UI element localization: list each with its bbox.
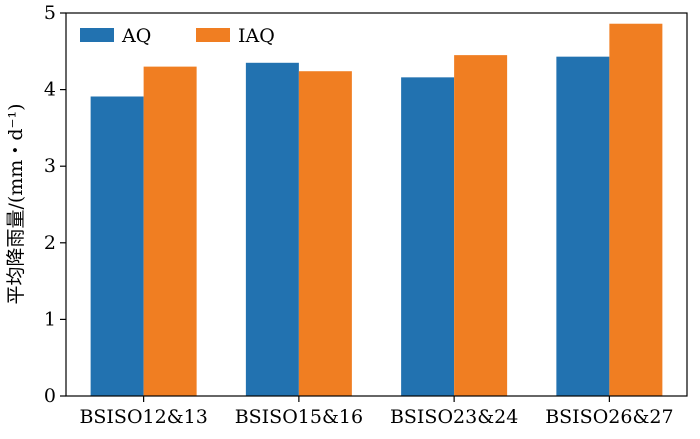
x-tick-label: BSISO23&24 xyxy=(390,406,518,428)
bar-iaq-2 xyxy=(298,71,352,396)
y-axis-label: 平均降雨量/(mm・d⁻¹) xyxy=(5,103,27,304)
bar-iaq-1 xyxy=(143,66,197,397)
bar-aq-2 xyxy=(245,62,299,396)
bar-aq-3 xyxy=(401,77,455,397)
legend-swatch-aq xyxy=(80,28,114,42)
legend-label-aq: AQ xyxy=(121,25,151,47)
bar-aq-1 xyxy=(90,96,144,396)
bar-aq-4 xyxy=(556,56,610,397)
y-tick-label: 4 xyxy=(44,79,56,101)
y-tick-label: 3 xyxy=(44,155,56,177)
y-tick-label: 0 xyxy=(44,385,56,407)
y-tick-label: 5 xyxy=(44,2,56,24)
y-tick-label: 1 xyxy=(44,308,56,330)
x-axis: BSISO12&13 BSISO15&16 BSISO23&24 BSISO26&27 xyxy=(79,396,674,428)
legend-swatch-iaq xyxy=(196,28,230,42)
y-tick-label: 2 xyxy=(44,232,56,254)
legend-label-iaq: IAQ xyxy=(238,25,275,47)
bars-group xyxy=(90,23,663,397)
y-axis: 0 1 2 3 4 5 xyxy=(44,2,66,407)
x-tick-label: BSISO26&27 xyxy=(545,406,673,428)
bar-iaq-4 xyxy=(609,23,663,396)
bar-iaq-3 xyxy=(454,55,508,396)
x-tick-label: BSISO12&13 xyxy=(79,406,207,428)
legend: AQ IAQ xyxy=(80,25,275,47)
plot-frame xyxy=(65,12,688,397)
x-tick-label: BSISO15&16 xyxy=(235,406,363,428)
